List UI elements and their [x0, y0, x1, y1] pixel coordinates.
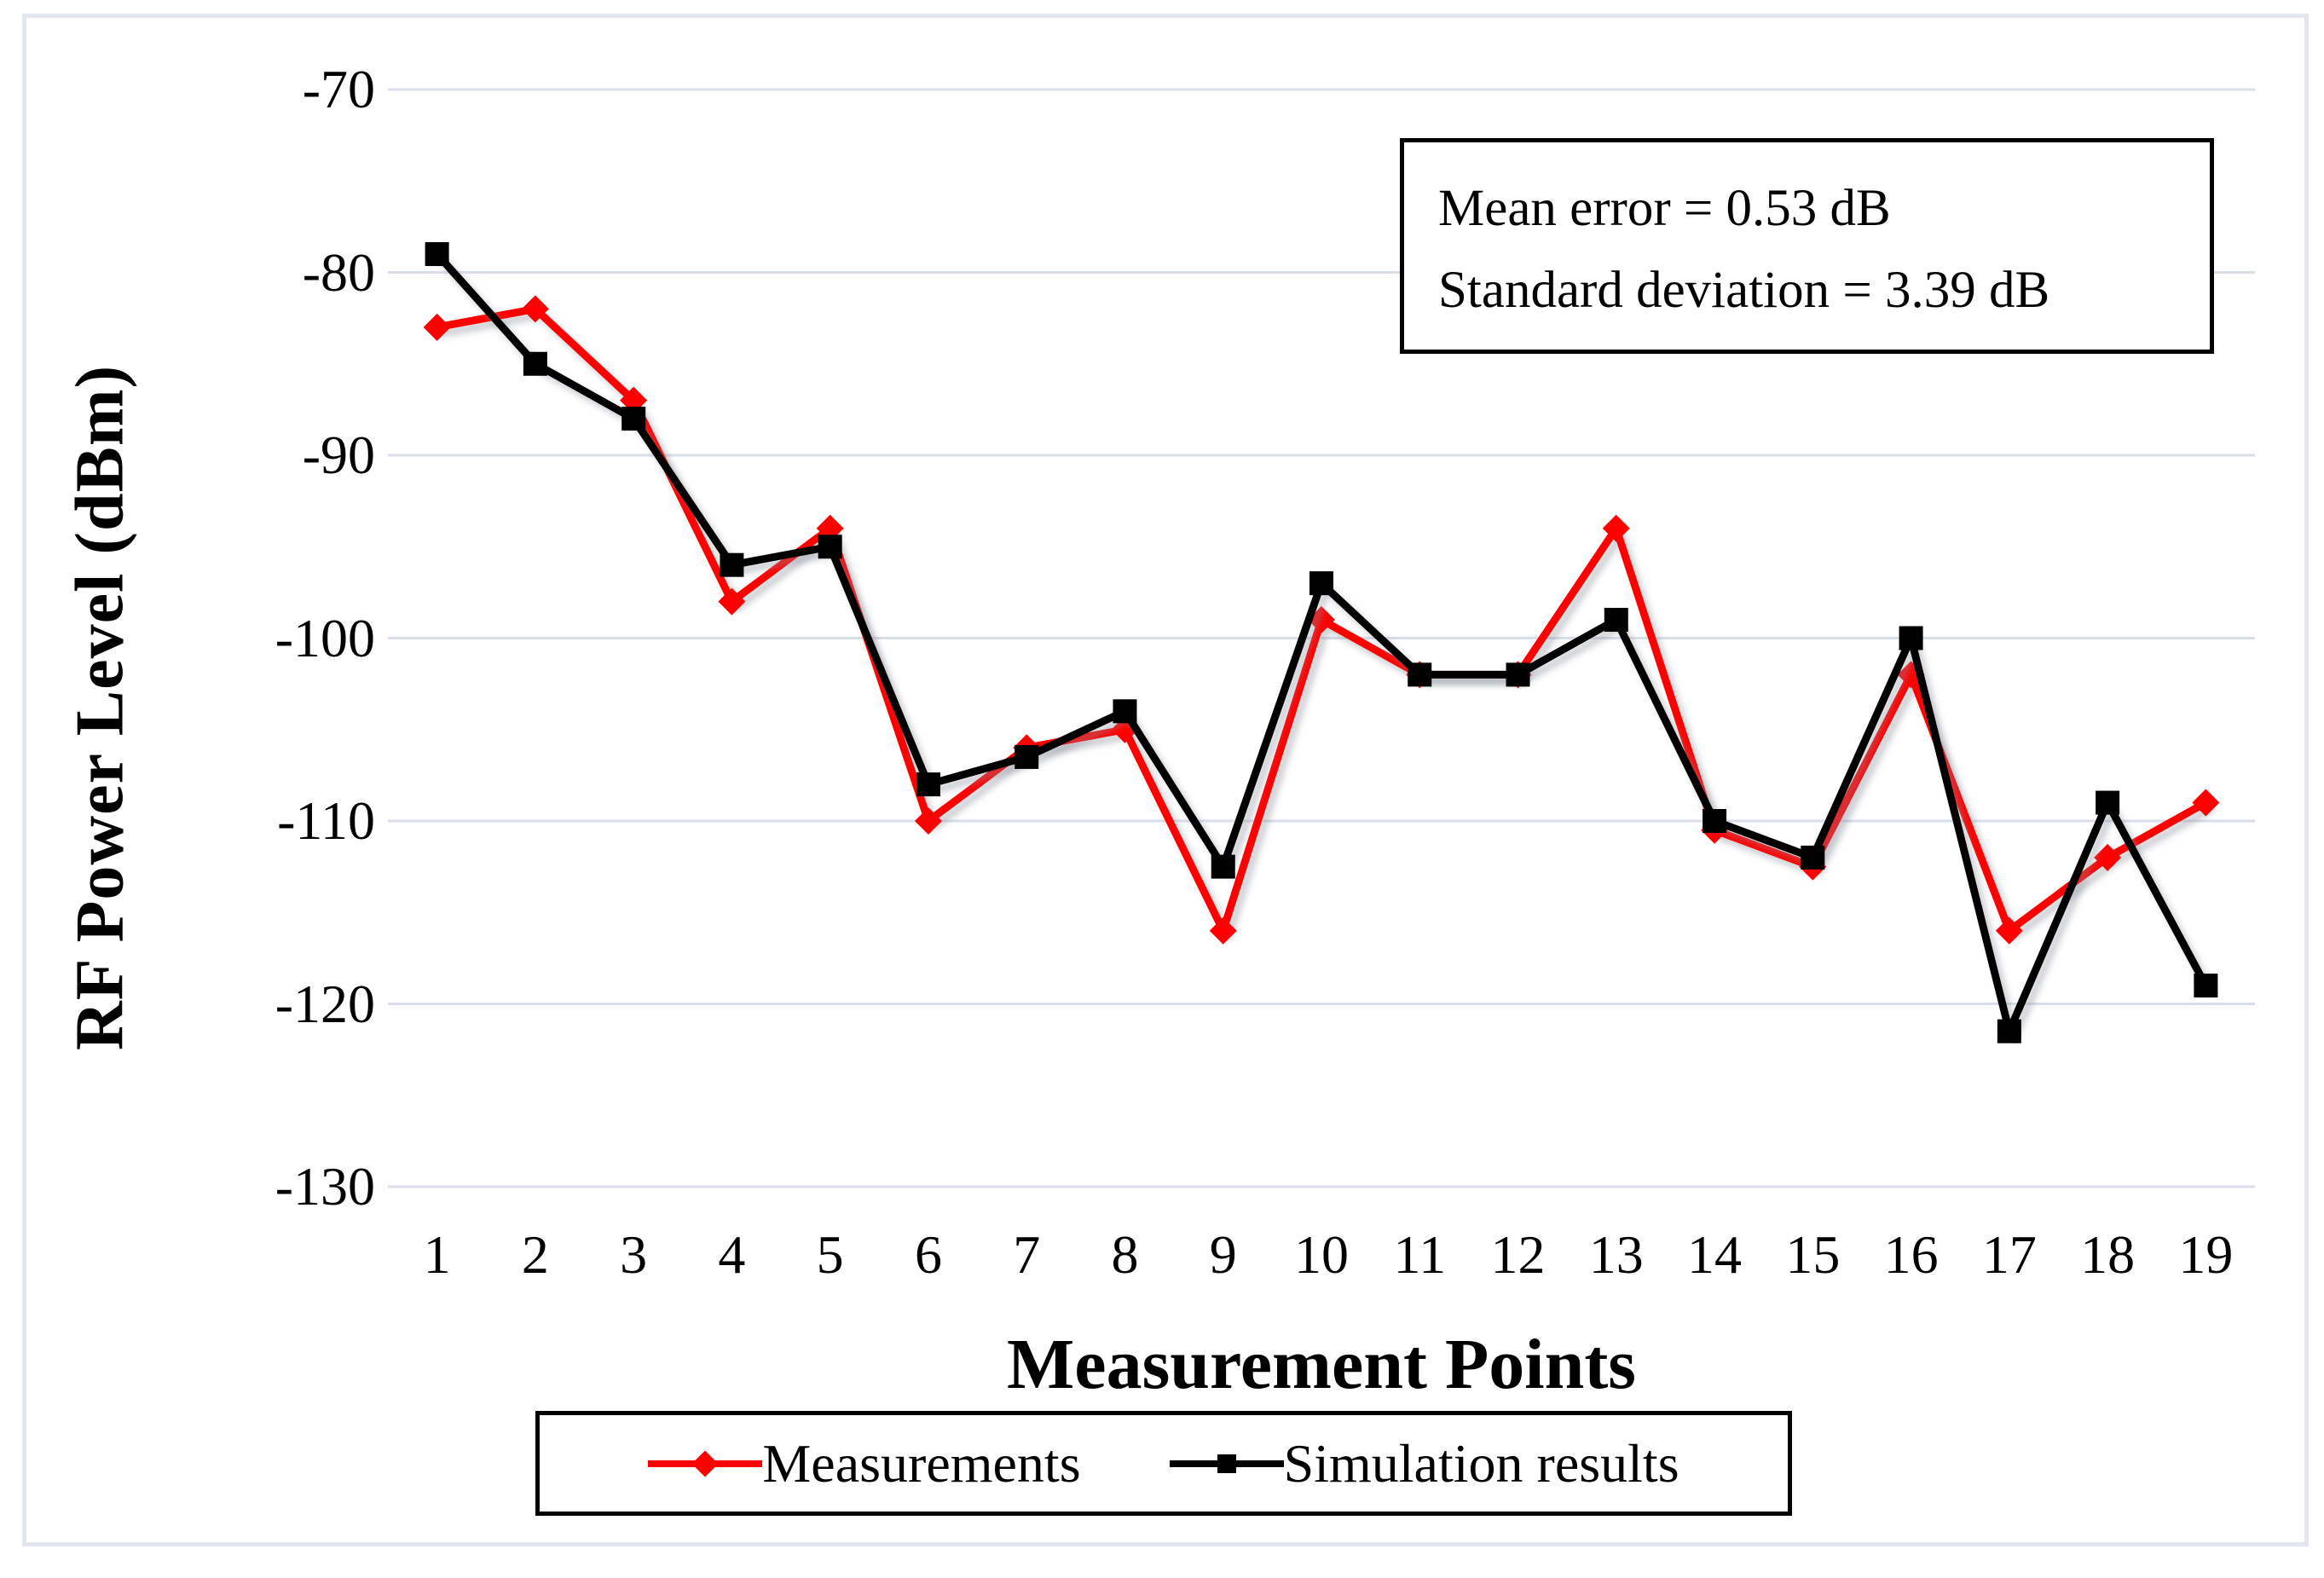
marker-square-point-1	[425, 242, 449, 267]
measurements-line-swatch	[648, 1449, 763, 1477]
marker-square-point-8	[1113, 699, 1137, 724]
simulation-line-swatch	[1169, 1451, 1284, 1477]
x-tick-label: 17	[1981, 1224, 2037, 1285]
marker-square-point-7	[1015, 744, 1039, 769]
x-tick-label: 16	[1883, 1224, 1939, 1285]
marker-square-point-14	[1703, 809, 1727, 833]
legend-label-simulation: Simulation results	[1283, 1432, 1679, 1494]
marker-diamond-point-6	[914, 807, 942, 835]
marker-diamond-point-18	[2094, 843, 2122, 871]
marker-square-point-11	[1408, 662, 1432, 687]
y-tick-label: -100	[275, 607, 375, 668]
x-tick-label: 9	[1209, 1224, 1237, 1285]
marker-square-point-5	[818, 535, 842, 559]
marker-square-point-2	[523, 351, 547, 376]
legend-item-measurements: Measurements	[648, 1432, 1081, 1494]
marker-diamond-point-2	[521, 295, 549, 323]
marker-diamond-point-19	[2192, 789, 2220, 817]
marker-diamond-point-1	[423, 313, 451, 341]
marker-square-point-16	[1899, 626, 1923, 650]
stats-annotation-box: Mean error = 0.53 dB Standard deviation …	[1400, 138, 2214, 354]
y-tick-label: -90	[302, 425, 375, 485]
marker-square-point-3	[621, 407, 646, 431]
marker-square-point-19	[2194, 974, 2218, 998]
marker-diamond-point-13	[1602, 514, 1630, 542]
marker-diamond-point-4	[718, 587, 746, 616]
x-tick-label: 14	[1687, 1224, 1743, 1285]
mean-error-text: Mean error = 0.53 dB	[1438, 180, 1891, 237]
legend-item-simulation: Simulation results	[1169, 1432, 1679, 1494]
x-tick-label: 11	[1393, 1224, 1447, 1285]
marker-square-point-17	[1997, 1019, 2021, 1043]
x-tick-label: 1	[423, 1224, 451, 1285]
std-deviation-text: Standard deviation = 3.39 dB	[1438, 262, 2050, 319]
x-tick-label: 3	[620, 1224, 648, 1285]
series-line-simulation-results	[433, 250, 2210, 1036]
x-tick-label: 8	[1111, 1224, 1139, 1285]
y-tick-label: -80	[302, 241, 375, 303]
marker-square-point-15	[1801, 845, 1825, 870]
x-tick-label: 4	[718, 1224, 746, 1285]
x-tick-label: 10	[1294, 1224, 1349, 1285]
marker-diamond-point-9	[1209, 916, 1237, 945]
simulation-square-icon	[1217, 1454, 1236, 1473]
measurements-diamond-icon	[691, 1449, 719, 1477]
x-tick-label: 7	[1013, 1224, 1041, 1285]
y-tick-label: -110	[277, 790, 375, 851]
x-tick-label: 6	[914, 1224, 942, 1285]
marker-square-point-9	[1211, 854, 1235, 879]
marker-square-point-12	[1506, 662, 1530, 687]
x-tick-label: 13	[1588, 1224, 1644, 1285]
x-axis-title: Measurement Points	[1007, 1325, 1636, 1404]
y-axis-title: RF Power Level (dBm)	[62, 364, 138, 1051]
legend-label-measurements: Measurements	[762, 1432, 1081, 1494]
marker-square-point-18	[2096, 790, 2120, 815]
x-tick-label: 19	[2178, 1224, 2234, 1285]
marker-square-point-4	[720, 552, 744, 577]
marker-square-point-10	[1309, 571, 1333, 596]
marker-square-point-13	[1604, 608, 1628, 633]
marker-diamond-point-17	[1995, 916, 2023, 945]
x-tick-label: 5	[816, 1224, 844, 1285]
x-tick-label: 12	[1490, 1224, 1546, 1285]
marker-square-point-6	[916, 772, 940, 797]
y-tick-label: -70	[302, 59, 375, 119]
y-tick-label: -130	[275, 1156, 375, 1217]
legend: Measurements Simulation results	[535, 1411, 1792, 1516]
x-tick-label: 15	[1785, 1224, 1841, 1285]
x-tick-label: 2	[521, 1224, 549, 1285]
y-tick-label: -120	[275, 973, 375, 1034]
x-tick-label: 18	[2080, 1224, 2136, 1285]
